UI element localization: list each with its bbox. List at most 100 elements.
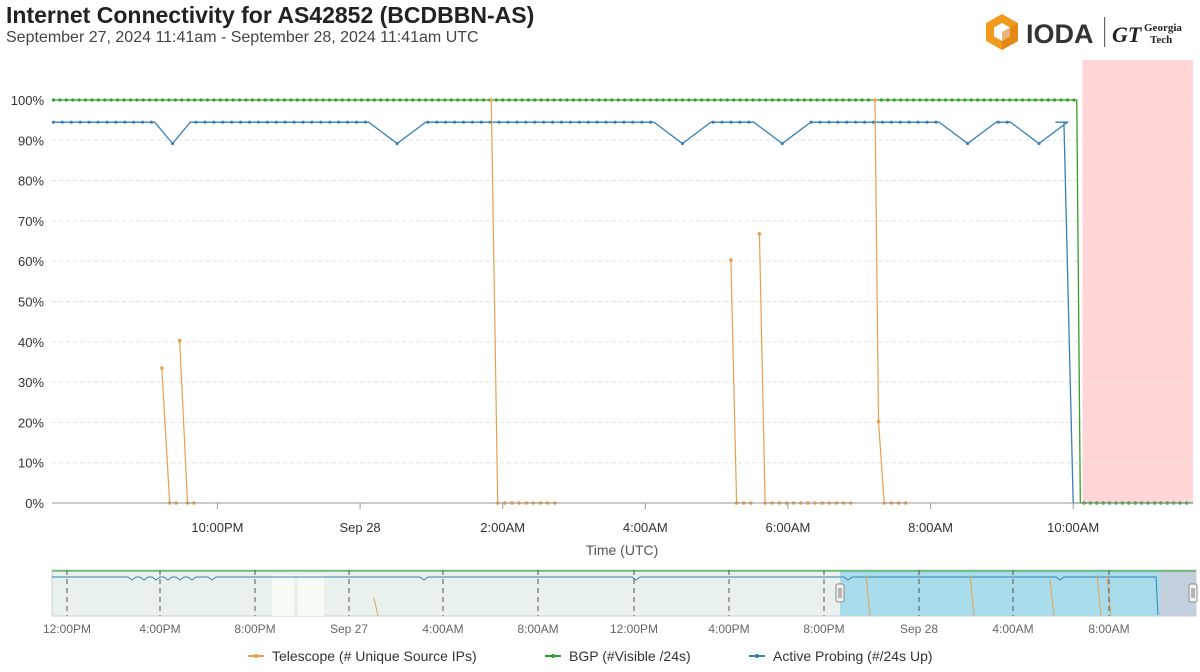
series-line: [161, 367, 177, 504]
data-point: [205, 98, 210, 102]
data-point: [363, 120, 368, 124]
data-point: [321, 98, 325, 102]
navigator-telescope-spike: [373, 597, 379, 617]
navigator-left-handle[interactable]: [835, 583, 845, 603]
data-point: [128, 98, 133, 102]
y-tick-label: 90%: [18, 133, 44, 148]
data-point: [105, 120, 109, 124]
data-point: [411, 98, 415, 102]
data-point: [1033, 98, 1037, 102]
data-point: [546, 98, 550, 102]
data-point: [283, 120, 287, 124]
data-point: [301, 120, 305, 124]
data-point: [827, 120, 831, 124]
legend-item-bgp[interactable]: BGP (#Visible /24s): [545, 645, 691, 667]
series-active-probing[interactable]: [51, 120, 1193, 505]
navigator-tick-label: 4:00AM: [992, 622, 1033, 636]
data-point: [103, 98, 107, 102]
x-tick-label: 6:00AM: [766, 520, 811, 535]
data-point: [58, 98, 62, 102]
legend-label-bgp: BGP (#Visible /24s): [569, 648, 691, 664]
data-point: [328, 120, 332, 124]
data-point: [610, 98, 614, 102]
data-point: [123, 120, 127, 124]
navigator-gap: [272, 575, 294, 616]
ioda-georgia-tech-logo[interactable]: IODA GT Georgia Tech: [984, 12, 1194, 52]
data-point: [533, 98, 537, 102]
data-point: [802, 98, 806, 102]
x-tick-label: 4:00AM: [623, 520, 668, 535]
navigator-tick-label: Sep 27: [330, 622, 368, 636]
data-point: [256, 120, 261, 124]
data-point: [340, 98, 344, 102]
data-point: [170, 141, 175, 146]
navigator-tick-label: 8:00PM: [803, 622, 844, 636]
data-point: [1059, 98, 1063, 102]
data-point: [501, 98, 505, 102]
data-point: [966, 141, 970, 146]
data-point: [424, 98, 428, 102]
y-tick-label: 30%: [18, 375, 44, 390]
data-point: [379, 98, 383, 102]
data-point: [1037, 141, 1041, 146]
data-point: [738, 120, 742, 124]
page-title: Internet Connectivity for AS42852 (BCDBB…: [6, 2, 535, 28]
data-point: [622, 120, 626, 124]
data-point: [87, 120, 91, 124]
navigator-tick-label: 4:00PM: [139, 622, 180, 636]
data-point: [475, 98, 479, 102]
data-point: [956, 98, 960, 102]
data-point: [950, 98, 954, 102]
navigator-tick-label: 4:00PM: [708, 622, 749, 636]
time-navigator[interactable]: 12:00PM 4:00PM 8:00PM Sep 27 4:00AM 8:00AM 12:…: [43, 569, 1198, 636]
data-point: [629, 98, 633, 102]
data-point: [988, 98, 993, 102]
data-point: [193, 98, 197, 102]
data-point: [398, 98, 402, 102]
data-point: [507, 98, 511, 102]
data-point: [667, 98, 672, 102]
data-point: [69, 120, 73, 124]
data-point: [257, 98, 261, 102]
legend-item-active-probing[interactable]: Active Probing (#/24s Up): [749, 645, 933, 667]
data-point: [559, 120, 564, 124]
data-point: [83, 98, 88, 102]
data-point: [319, 120, 323, 124]
data-point: [203, 120, 207, 124]
data-point: [1065, 98, 1070, 102]
data-point: [149, 120, 154, 124]
data-point: [96, 98, 100, 102]
data-point: [122, 98, 126, 102]
data-point: [308, 98, 312, 102]
data-point: [568, 120, 573, 124]
navigator-tick-label: 8:00PM: [234, 622, 275, 636]
data-point: [871, 120, 876, 124]
data-point: [586, 120, 590, 124]
data-point: [847, 98, 851, 102]
y-tick-label: 50%: [18, 295, 44, 310]
data-point: [1072, 98, 1076, 102]
navigator-tick-label: 4:00AM: [422, 622, 463, 636]
data-point: [551, 120, 555, 124]
data-point: [64, 98, 68, 102]
data-point: [449, 98, 453, 102]
data-point: [239, 120, 243, 124]
navigator-right-handle[interactable]: [1188, 583, 1198, 603]
data-point: [1008, 98, 1012, 102]
series-line: [730, 259, 751, 504]
data-point: [911, 98, 916, 102]
data-point: [154, 98, 158, 102]
data-point: [221, 120, 225, 124]
legend-item-telescope[interactable]: Telescope (# Unique Source IPs): [248, 645, 477, 667]
data-point: [160, 366, 164, 370]
data-point: [880, 120, 885, 124]
data-point: [1014, 98, 1018, 102]
data-point: [747, 120, 751, 124]
data-point: [140, 120, 145, 124]
series-line: [52, 121, 1193, 504]
data-point: [180, 98, 184, 102]
data-point: [148, 98, 152, 102]
data-point: [642, 98, 646, 102]
data-point: [680, 141, 685, 146]
